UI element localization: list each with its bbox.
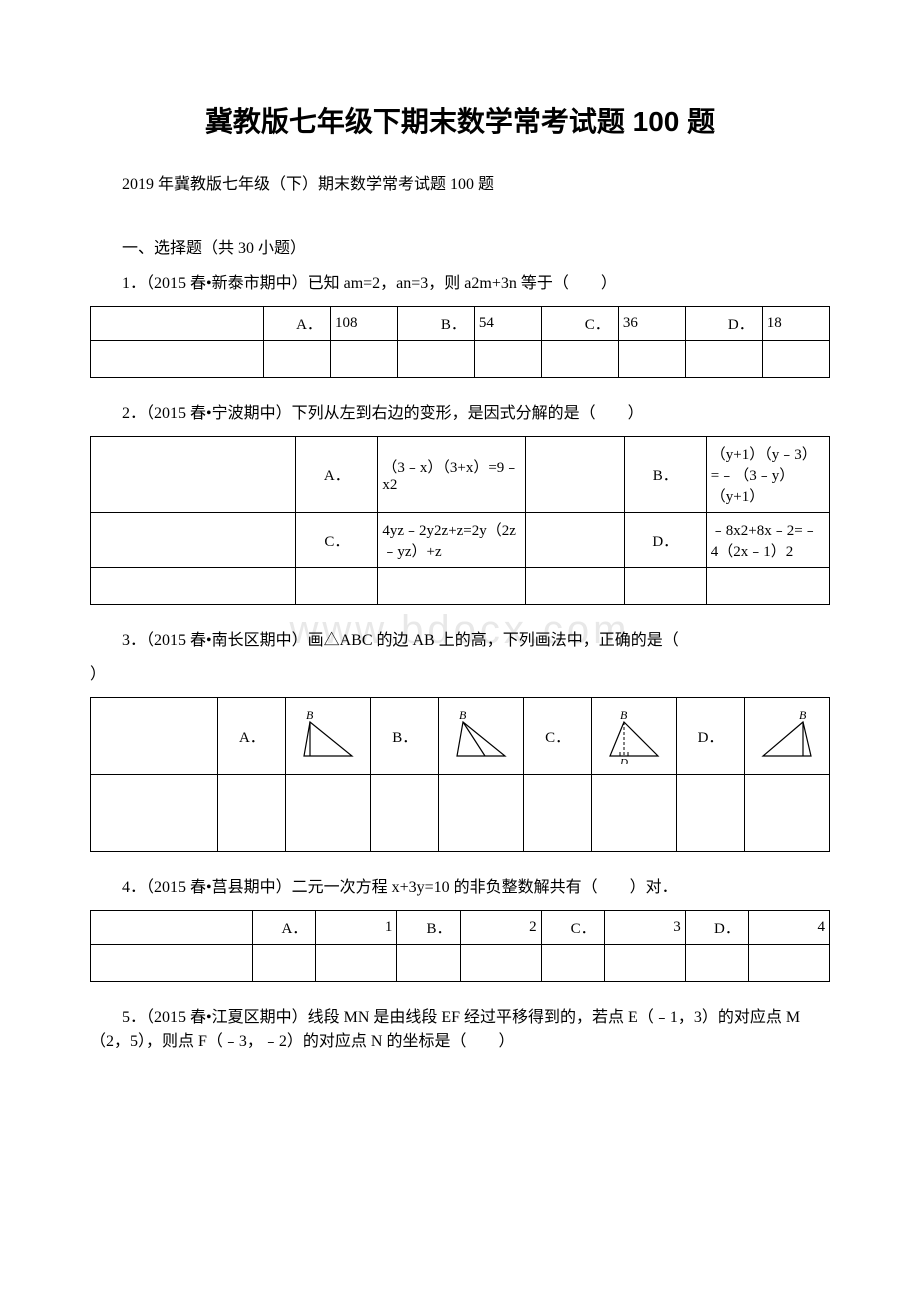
table-row: A． 1 B． 2 C． 3 D． 4	[91, 911, 830, 945]
q3-options-table: A． B B． B C．	[90, 697, 830, 852]
option-label-a: A．	[253, 911, 316, 945]
svg-text:B: B	[620, 708, 628, 722]
option-label-c: C．	[542, 307, 619, 341]
table-row: A． （3﹣x）（3+x）=9﹣x2 B． （y+1）（y﹣3）=﹣（3﹣y）（…	[91, 437, 830, 513]
section-header: 一、选择题（共 30 小题）	[90, 234, 830, 258]
option-label-a: A．	[263, 307, 330, 341]
question-5: 5．（2015 春•江夏区期中）线段 MN 是由线段 EF 经过平移得到的，若点…	[90, 1006, 830, 1054]
q4-options-table: A． 1 B． 2 C． 3 D． 4	[90, 910, 830, 982]
option-figure-c: B D	[592, 698, 677, 775]
option-value-d: 4	[748, 911, 829, 945]
question-4: 4．（2015 春•莒县期中）二元一次方程 x+3y=10 的非负整数解共有（ …	[90, 876, 830, 900]
option-label-b: B．	[397, 911, 460, 945]
option-label-d: D．	[685, 307, 762, 341]
option-label-c: C．	[296, 513, 378, 568]
svg-text:B: B	[799, 708, 807, 722]
svg-text:B: B	[459, 708, 467, 722]
option-label-a: A．	[296, 437, 378, 513]
table-row	[91, 945, 830, 982]
table-row	[91, 568, 830, 605]
option-figure-a: B	[286, 698, 371, 775]
option-label-b: B．	[371, 698, 439, 775]
page-title: 冀教版七年级下期末数学常考试题 100 题	[90, 100, 830, 140]
option-label-d: D．	[685, 911, 748, 945]
option-label-b: B．	[624, 437, 706, 513]
option-value-a: 1	[316, 911, 397, 945]
option-value-c: 4yz﹣2y2z+z=2y（2z﹣yz）+z	[378, 513, 526, 568]
question-3-line1: 3．（2015 春•南长区期中）画△ABC 的边 AB 上的高，下列画法中，正确…	[90, 629, 830, 653]
svg-text:D: D	[619, 757, 628, 764]
option-figure-d: B	[744, 698, 829, 775]
option-value-a: 108	[330, 307, 397, 341]
question-3-line2: ）	[90, 663, 830, 687]
option-value-a: （3﹣x）（3+x）=9﹣x2	[378, 437, 526, 513]
option-value-b: 2	[460, 911, 541, 945]
table-row: A． 108 B． 54 C． 36 D． 18	[91, 307, 830, 341]
table-row: A． B B． B C．	[91, 698, 830, 775]
option-value-b: 54	[474, 307, 541, 341]
q1-options-table: A． 108 B． 54 C． 36 D． 18	[90, 306, 830, 378]
table-row: C． 4yz﹣2y2z+z=2y（2z﹣yz）+z D． ﹣8x2+8x﹣2=﹣…	[91, 513, 830, 568]
option-label-a: A．	[218, 698, 286, 775]
option-value-b: （y+1）（y﹣3）=﹣（3﹣y）（y+1）	[706, 437, 829, 513]
option-value-c: 36	[618, 307, 685, 341]
table-row	[91, 341, 830, 378]
option-label-b: B．	[398, 307, 475, 341]
subtitle: 2019 年冀教版七年级（下）期末数学常考试题 100 题	[90, 170, 830, 194]
table-row	[91, 775, 830, 852]
q2-options-table: A． （3﹣x）（3+x）=9﹣x2 B． （y+1）（y﹣3）=﹣（3﹣y）（…	[90, 436, 830, 605]
option-figure-b: B	[439, 698, 524, 775]
option-label-c: C．	[541, 911, 604, 945]
option-label-d: D．	[624, 513, 706, 568]
option-label-d: D．	[677, 698, 745, 775]
option-value-d: ﹣8x2+8x﹣2=﹣4（2x﹣1）2	[706, 513, 829, 568]
option-value-d: 18	[762, 307, 829, 341]
question-1: 1．（2015 春•新泰市期中）已知 am=2，an=3，则 a2m+3n 等于…	[90, 272, 830, 296]
question-2: 2．（2015 春•宁波期中）下列从左到右边的变形，是因式分解的是（ ）	[90, 402, 830, 426]
svg-text:B: B	[306, 708, 314, 722]
option-value-c: 3	[604, 911, 685, 945]
option-label-c: C．	[524, 698, 592, 775]
